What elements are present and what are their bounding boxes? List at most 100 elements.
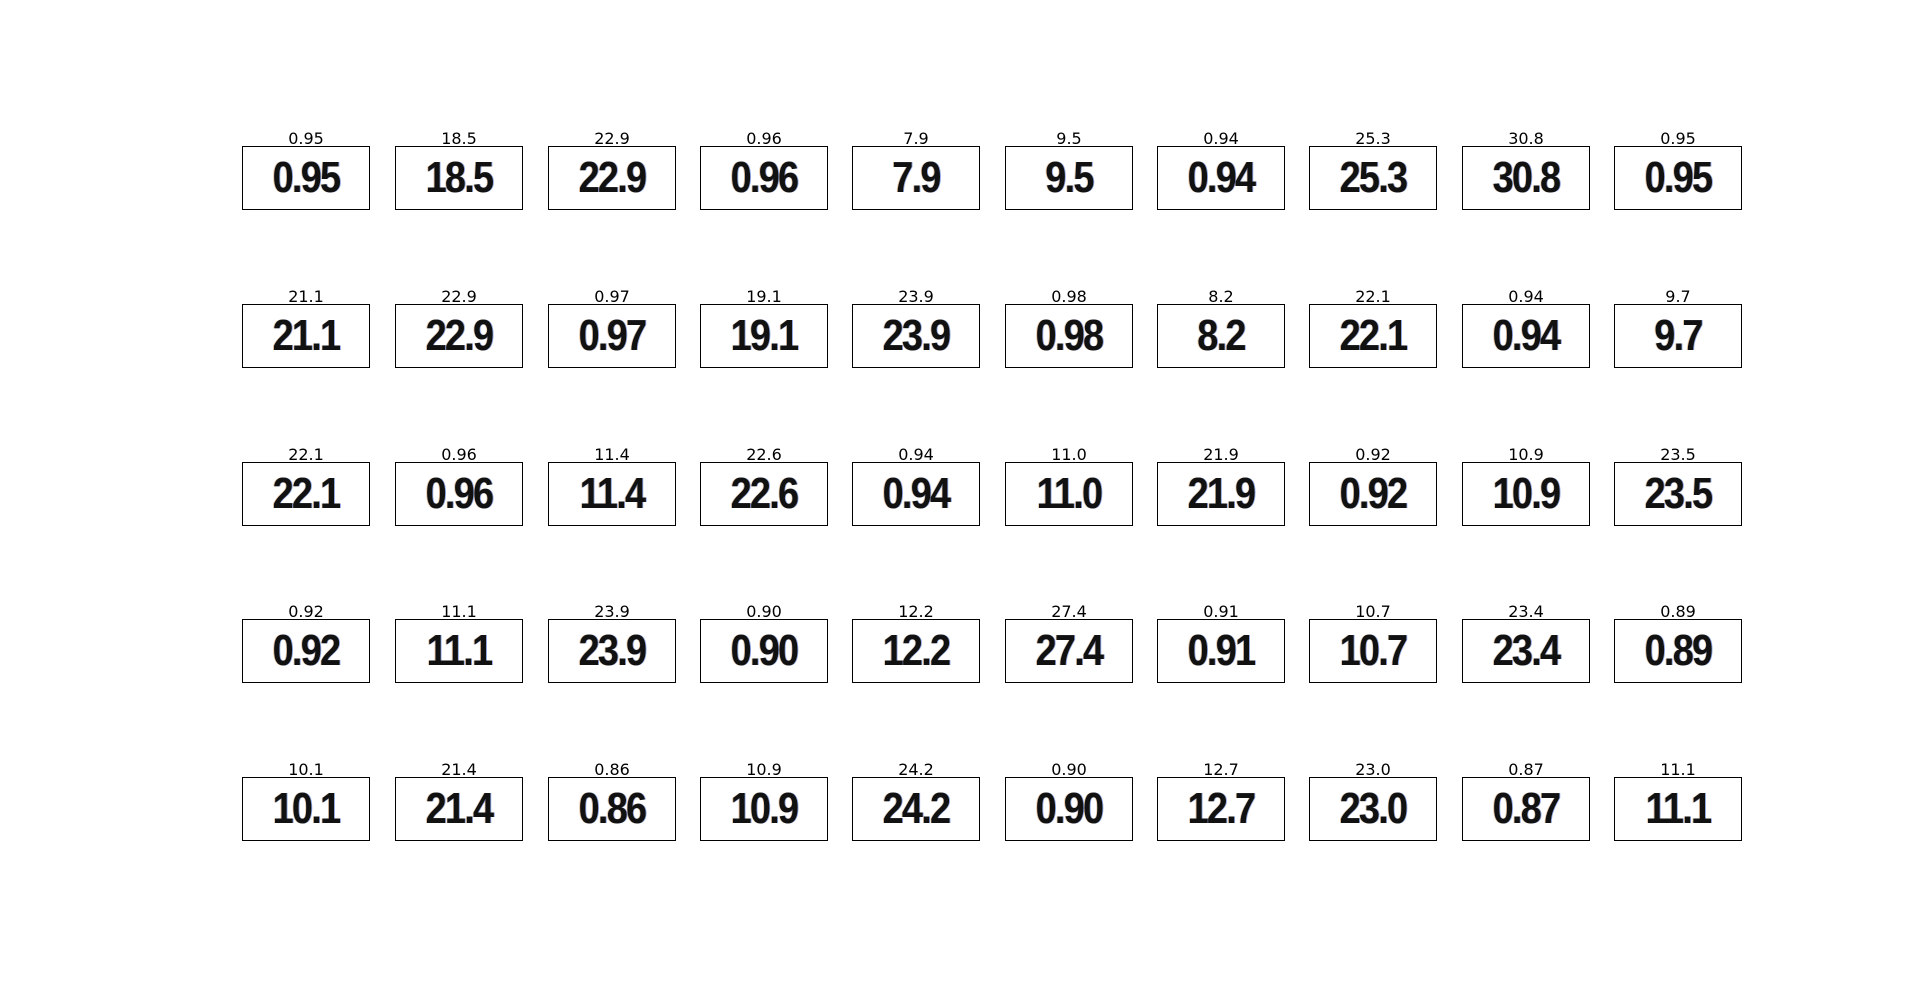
tile-image-box: 9.5 <box>1005 146 1133 210</box>
tile-digits: 0.92 <box>272 626 341 675</box>
tile-image-box: 23.9 <box>548 619 676 683</box>
digit-tile: 23.5 23.5 <box>1614 446 1742 526</box>
tile-title: 22.6 <box>746 445 782 464</box>
tile-digits: 0.96 <box>425 469 494 518</box>
tile-title: 0.96 <box>746 129 782 148</box>
tile-image-box: 19.1 <box>700 304 828 368</box>
tile-title: 0.95 <box>1660 129 1696 148</box>
digit-tile: 21.9 21.9 <box>1157 446 1285 526</box>
tile-digits: 9.5 <box>1045 153 1094 202</box>
tile-digits: 9.7 <box>1654 311 1703 360</box>
tile-digits: 0.98 <box>1035 311 1104 360</box>
digit-tile: 11.1 11.1 <box>1614 761 1742 841</box>
tile-digits: 11.4 <box>579 469 646 518</box>
tile-title: 9.5 <box>1056 129 1082 148</box>
tile-title: 22.1 <box>288 445 324 464</box>
tile-title: 23.4 <box>1508 602 1544 621</box>
tile-digits: 0.96 <box>730 153 799 202</box>
tile-title: 21.9 <box>1203 445 1239 464</box>
tile-title: 22.1 <box>1355 287 1391 306</box>
tile-digits: 22.6 <box>730 469 799 518</box>
tile-image-box: 22.9 <box>548 146 676 210</box>
tile-title: 0.95 <box>288 129 324 148</box>
tile-image-box: 0.91 <box>1157 619 1285 683</box>
tile-digits: 0.86 <box>578 784 647 833</box>
tile-digits: 0.95 <box>1644 153 1713 202</box>
digit-tile: 11.4 11.4 <box>548 446 676 526</box>
tile-digits: 10.9 <box>1492 469 1561 518</box>
tile-digits: 0.91 <box>1187 626 1256 675</box>
tile-image-box: 21.4 <box>395 777 523 841</box>
digit-tile: 23.9 23.9 <box>852 288 980 368</box>
tile-image-box: 0.89 <box>1614 619 1742 683</box>
tile-image-box: 0.87 <box>1462 777 1590 841</box>
tile-image-box: 18.5 <box>395 146 523 210</box>
tile-digits: 21.1 <box>272 311 341 360</box>
digit-tile: 10.7 10.7 <box>1309 603 1437 683</box>
digit-tile: 0.91 0.91 <box>1157 603 1285 683</box>
tile-image-box: 30.8 <box>1462 146 1590 210</box>
digit-tile: 0.94 0.94 <box>1157 130 1285 210</box>
tile-image-box: 0.94 <box>852 462 980 526</box>
tile-image-box: 7.9 <box>852 146 980 210</box>
tile-digits: 22.9 <box>578 153 647 202</box>
digit-tile: 0.92 0.92 <box>1309 446 1437 526</box>
digit-tile: 0.94 0.94 <box>1462 288 1590 368</box>
tile-title: 10.1 <box>288 760 324 779</box>
tile-title: 0.86 <box>594 760 630 779</box>
tile-digits: 8.2 <box>1197 311 1246 360</box>
tile-image-box: 0.94 <box>1157 146 1285 210</box>
tile-title: 11.1 <box>1660 760 1696 779</box>
tile-digits: 10.1 <box>272 784 341 833</box>
tile-title: 7.9 <box>903 129 929 148</box>
tile-title: 23.5 <box>1660 445 1696 464</box>
digit-tile: 0.98 0.98 <box>1005 288 1133 368</box>
tile-title: 21.1 <box>288 287 324 306</box>
tile-image-box: 8.2 <box>1157 304 1285 368</box>
tile-digits: 30.8 <box>1492 153 1561 202</box>
tile-digits: 0.90 <box>1035 784 1104 833</box>
digit-tile: 24.2 24.2 <box>852 761 980 841</box>
tile-title: 0.89 <box>1660 602 1696 621</box>
digit-tile: 10.9 10.9 <box>1462 446 1590 526</box>
tile-digits: 0.92 <box>1339 469 1408 518</box>
digit-tile: 22.9 22.9 <box>395 288 523 368</box>
digit-tile: 0.97 0.97 <box>548 288 676 368</box>
digit-tile: 18.5 18.5 <box>395 130 523 210</box>
tile-title: 10.7 <box>1355 602 1391 621</box>
tile-image-box: 23.4 <box>1462 619 1590 683</box>
tile-title: 0.94 <box>1508 287 1544 306</box>
tile-image-box: 0.90 <box>1005 777 1133 841</box>
tile-title: 11.4 <box>594 445 630 464</box>
tile-image-box: 9.7 <box>1614 304 1742 368</box>
tile-title: 0.94 <box>898 445 934 464</box>
tile-digits: 0.97 <box>578 311 647 360</box>
digit-tile: 27.4 27.4 <box>1005 603 1133 683</box>
digit-tile: 23.4 23.4 <box>1462 603 1590 683</box>
tile-image-box: 21.9 <box>1157 462 1285 526</box>
tile-digits: 0.89 <box>1644 626 1713 675</box>
digit-tile: 23.9 23.9 <box>548 603 676 683</box>
tile-title: 9.7 <box>1665 287 1691 306</box>
tile-title: 0.91 <box>1203 602 1239 621</box>
tile-digits: 0.94 <box>1492 311 1561 360</box>
tile-digits: 0.94 <box>882 469 951 518</box>
tile-image-box: 22.6 <box>700 462 828 526</box>
tile-image-box: 0.97 <box>548 304 676 368</box>
tile-image-box: 22.1 <box>1309 304 1437 368</box>
tile-digits: 23.4 <box>1492 626 1561 675</box>
tile-image-box: 0.92 <box>242 619 370 683</box>
digit-tile: 8.2 8.2 <box>1157 288 1285 368</box>
tile-image-box: 0.95 <box>1614 146 1742 210</box>
digit-tile: 0.96 0.96 <box>700 130 828 210</box>
digit-tile: 0.87 0.87 <box>1462 761 1590 841</box>
digit-tile: 19.1 19.1 <box>700 288 828 368</box>
tile-digits: 0.90 <box>730 626 799 675</box>
tile-title: 11.1 <box>441 602 477 621</box>
tile-title: 25.3 <box>1355 129 1391 148</box>
tile-image-box: 0.96 <box>395 462 523 526</box>
tile-image-box: 11.0 <box>1005 462 1133 526</box>
tile-image-box: 0.90 <box>700 619 828 683</box>
digit-tile: 9.7 9.7 <box>1614 288 1742 368</box>
digit-tile: 23.0 23.0 <box>1309 761 1437 841</box>
